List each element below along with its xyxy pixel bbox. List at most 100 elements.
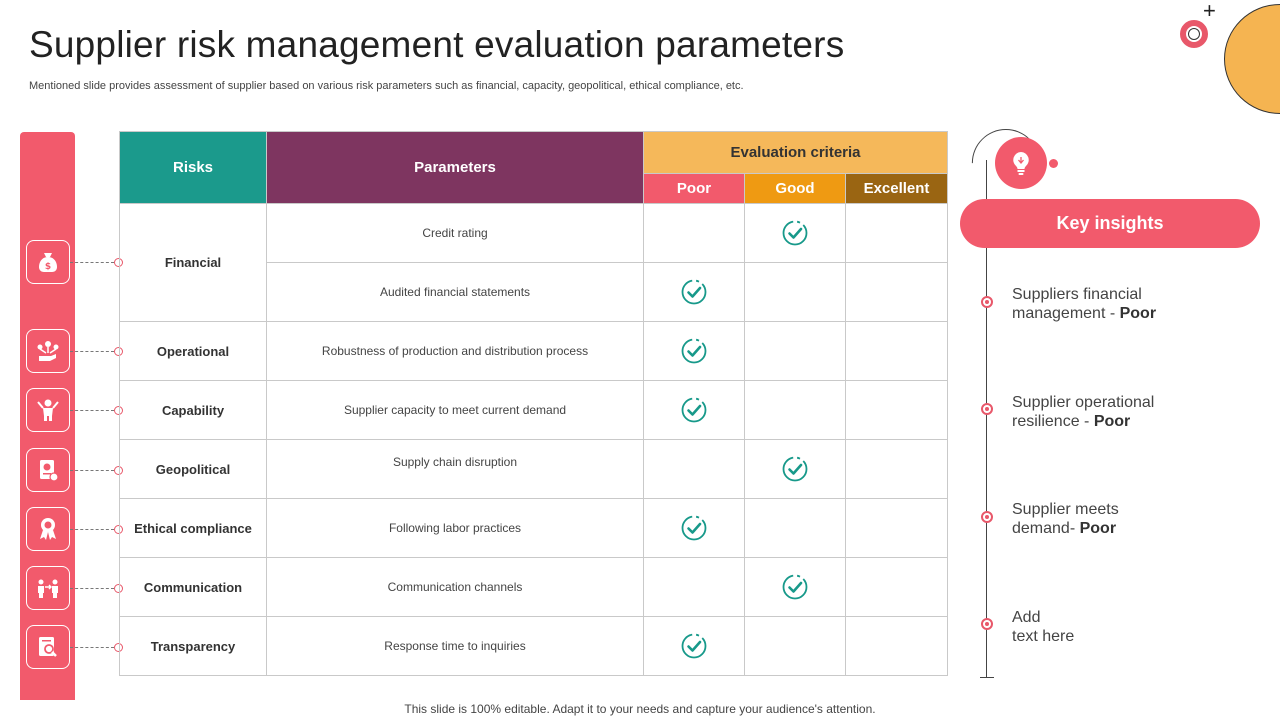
checkmark-icon xyxy=(681,338,707,364)
decorative-circle xyxy=(1224,4,1280,114)
table-row: Capability Supplier capacity to meet cur… xyxy=(119,380,948,440)
parameter-cell: Robustness of production and distributio… xyxy=(266,321,644,381)
timeline-end-cap xyxy=(980,677,994,678)
insight-line2: demand- xyxy=(1012,520,1080,537)
parameter-cell: Credit rating xyxy=(266,203,644,263)
excellent-cell xyxy=(845,557,948,617)
document-search-icon xyxy=(26,625,70,669)
award-ribbon-icon xyxy=(26,507,70,551)
excellent-cell xyxy=(845,321,948,381)
insight-emphasis: Poor xyxy=(1119,305,1157,322)
insight-line1: Suppliers financial xyxy=(1012,286,1142,303)
excellent-cell xyxy=(845,498,948,558)
excellent-cell xyxy=(845,439,948,499)
checkmark-icon xyxy=(681,515,707,541)
parameter-cell: Communication channels xyxy=(266,557,644,617)
excellent-cell xyxy=(845,262,948,322)
document-coin-icon xyxy=(26,448,70,492)
checkmark-icon xyxy=(782,574,808,600)
poor-cell xyxy=(643,557,745,617)
footer-note: This slide is 100% editable. Adapt it to… xyxy=(404,702,876,716)
parameter-cell: Supply chain disruption xyxy=(266,439,644,499)
parameter-cell: Supplier capacity to meet current demand xyxy=(266,380,644,440)
poor-cell xyxy=(643,498,745,558)
poor-cell xyxy=(643,321,745,381)
table-row: Communication Communication channels xyxy=(119,557,948,617)
insight-line1: Supplier meets xyxy=(1012,501,1119,518)
risk-ethical-compliance: Ethical compliance xyxy=(119,498,267,558)
poor-cell xyxy=(643,262,745,322)
good-cell xyxy=(744,616,846,676)
risk-operational: Operational xyxy=(119,321,267,381)
poor-cell xyxy=(643,439,745,499)
risk-financial: Financial xyxy=(119,203,267,322)
insight-item: Suppliers financial management - Poor xyxy=(1012,285,1232,323)
parameter-cell: Audited financial statements xyxy=(266,262,644,322)
key-insights-title: Key insights xyxy=(960,199,1260,248)
connector-line xyxy=(70,529,114,530)
good-cell xyxy=(744,498,846,558)
parameter-cell: Following labor practices xyxy=(266,498,644,558)
connector-line xyxy=(70,410,114,411)
header-parameters: Parameters xyxy=(266,131,644,204)
header-poor: Poor xyxy=(643,173,745,204)
timeline-dot xyxy=(981,618,993,630)
network-hand-icon xyxy=(26,329,70,373)
risk-capability: Capability xyxy=(119,380,267,440)
good-cell xyxy=(744,439,846,499)
timeline-dot xyxy=(981,511,993,523)
good-cell xyxy=(744,203,846,263)
connector-line xyxy=(70,262,114,263)
insights-timeline xyxy=(986,160,987,678)
connector-line xyxy=(70,588,114,589)
table-row: Transparency Response time to inquiries xyxy=(119,616,948,676)
table-row: Operational Robustness of production and… xyxy=(119,321,948,381)
people-exchange-icon xyxy=(26,566,70,610)
good-cell xyxy=(744,321,846,381)
timeline-arc-dot xyxy=(1049,159,1058,168)
svg-text:$: $ xyxy=(45,262,51,272)
connector-line xyxy=(70,647,114,648)
excellent-cell xyxy=(845,380,948,440)
insight-emphasis: Poor xyxy=(1093,413,1131,430)
checkmark-icon xyxy=(681,397,707,423)
risk-geopolitical: Geopolitical xyxy=(119,439,267,499)
good-cell xyxy=(744,557,846,617)
header-good: Good xyxy=(744,173,846,204)
page-title: Supplier risk management evaluation para… xyxy=(29,24,845,65)
table-row: Geopolitical Supply chain disruption xyxy=(119,439,948,499)
excellent-cell xyxy=(845,203,948,263)
header-risks: Risks xyxy=(119,131,267,204)
person-target-icon xyxy=(26,388,70,432)
risk-communication: Communication xyxy=(119,557,267,617)
evaluation-table: Risks Parameters Evaluation criteria Poo… xyxy=(119,131,948,676)
checkmark-icon xyxy=(782,220,808,246)
insight-item: Add text here xyxy=(1012,608,1232,646)
timeline-dot xyxy=(981,296,993,308)
poor-cell xyxy=(643,203,745,263)
connector-line xyxy=(70,351,114,352)
parameter-cell: Response time to inquiries xyxy=(266,616,644,676)
checkmark-icon xyxy=(681,279,707,305)
insight-line2: text here xyxy=(1012,628,1075,645)
poor-cell xyxy=(643,616,745,676)
checkmark-icon xyxy=(681,633,707,659)
header-excellent: Excellent xyxy=(845,173,948,204)
header-evaluation-criteria: Evaluation criteria xyxy=(643,131,948,174)
timeline-dot xyxy=(981,403,993,415)
table-row: Financial Credit rating xyxy=(119,203,948,322)
connector-line xyxy=(70,470,114,471)
insight-line2: management - xyxy=(1012,305,1120,322)
table-row: Audited financial statements xyxy=(120,262,948,322)
good-cell xyxy=(744,380,846,440)
insight-emphasis: Poor xyxy=(1079,520,1117,537)
insight-item: Supplier operational resilience - Poor xyxy=(1012,393,1232,431)
lightbulb-icon xyxy=(995,137,1047,189)
page-subtitle: Mentioned slide provides assessment of s… xyxy=(29,80,744,92)
table-row: Ethical compliance Following labor pract… xyxy=(119,498,948,558)
good-cell xyxy=(744,262,846,322)
checkmark-icon xyxy=(782,456,808,482)
insight-line1: Supplier operational xyxy=(1012,394,1155,411)
decorative-plus-icon: + xyxy=(1203,0,1216,23)
excellent-cell xyxy=(845,616,948,676)
